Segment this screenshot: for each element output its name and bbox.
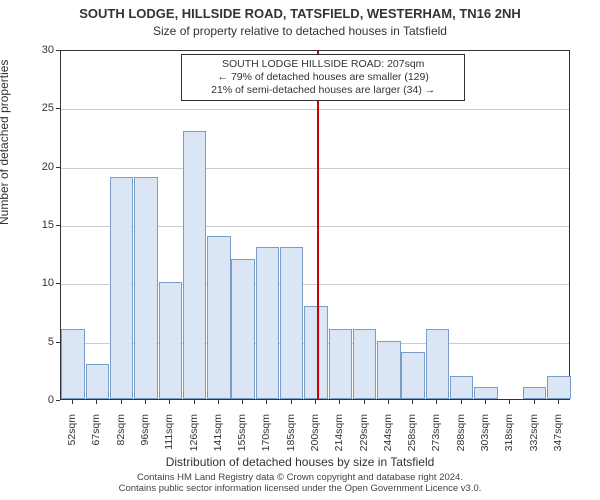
x-tick-label: 141sqm [212, 414, 224, 454]
histogram-bar [207, 236, 230, 399]
y-axis-label: Number of detached properties [0, 60, 11, 225]
histogram-bar [353, 329, 376, 399]
histogram-bar [401, 352, 424, 399]
x-tick-label: 347sqm [552, 414, 564, 454]
y-tick-label: 15 [14, 219, 54, 231]
histogram-bar [256, 247, 279, 399]
histogram-bar [474, 387, 497, 399]
x-tick-label: 332sqm [528, 414, 540, 454]
x-tick-label: 200sqm [309, 414, 321, 454]
annotation-line1: SOUTH LODGE HILLSIDE ROAD: 207sqm [188, 58, 458, 71]
x-tick-label: 244sqm [382, 414, 394, 454]
histogram-bar [110, 177, 133, 399]
x-tick-label: 273sqm [430, 414, 442, 454]
x-axis-label: Distribution of detached houses by size … [0, 455, 600, 469]
chart-title: SOUTH LODGE, HILLSIDE ROAD, TATSFIELD, W… [0, 6, 600, 21]
footer-attribution: Contains HM Land Registry data © Crown c… [0, 473, 600, 495]
x-tick-label: 52sqm [66, 414, 78, 454]
histogram-bar [426, 329, 449, 399]
x-tick-label: 111sqm [163, 414, 175, 454]
x-tick-label: 82sqm [115, 414, 127, 454]
x-tick-label: 185sqm [285, 414, 297, 454]
x-tick-label: 155sqm [236, 414, 248, 454]
histogram-bar [547, 376, 570, 399]
histogram-bar [134, 177, 157, 399]
x-tick-label: 303sqm [479, 414, 491, 454]
reference-line [317, 51, 319, 399]
chart-subtitle: Size of property relative to detached ho… [0, 24, 600, 38]
x-tick-label: 318sqm [503, 414, 515, 454]
x-tick-label: 229sqm [358, 414, 370, 454]
y-tick-label: 0 [14, 394, 54, 406]
histogram-bar [329, 329, 352, 399]
histogram-bar [159, 282, 182, 399]
x-tick-label: 96sqm [139, 414, 151, 454]
chart-container: SOUTH LODGE, HILLSIDE ROAD, TATSFIELD, W… [0, 0, 600, 500]
footer-line2: Contains public sector information licen… [0, 484, 600, 495]
x-tick-label: 170sqm [260, 414, 272, 454]
histogram-bar [304, 306, 327, 399]
annotation-line3: 21% of semi-detached houses are larger (… [188, 84, 458, 97]
histogram-bar [86, 364, 109, 399]
histogram-bar [231, 259, 254, 399]
annotation-line2: ← 79% of detached houses are smaller (12… [188, 71, 458, 84]
histogram-bar [183, 131, 206, 399]
histogram-bar [61, 329, 84, 399]
y-tick-label: 10 [14, 277, 54, 289]
histogram-bar [450, 376, 473, 399]
x-tick-label: 258sqm [406, 414, 418, 454]
histogram-bar [280, 247, 303, 399]
plot-area [60, 50, 570, 400]
histogram-bar [377, 341, 400, 399]
y-tick-label: 20 [14, 161, 54, 173]
y-tick-label: 30 [14, 44, 54, 56]
x-tick-label: 214sqm [333, 414, 345, 454]
x-tick-label: 288sqm [455, 414, 467, 454]
y-tick-label: 25 [14, 102, 54, 114]
y-tick-label: 5 [14, 336, 54, 348]
histogram-bar [523, 387, 546, 399]
reference-annotation: SOUTH LODGE HILLSIDE ROAD: 207sqm ← 79% … [181, 54, 465, 101]
x-tick-label: 126sqm [188, 414, 200, 454]
x-tick-label: 67sqm [90, 414, 102, 454]
